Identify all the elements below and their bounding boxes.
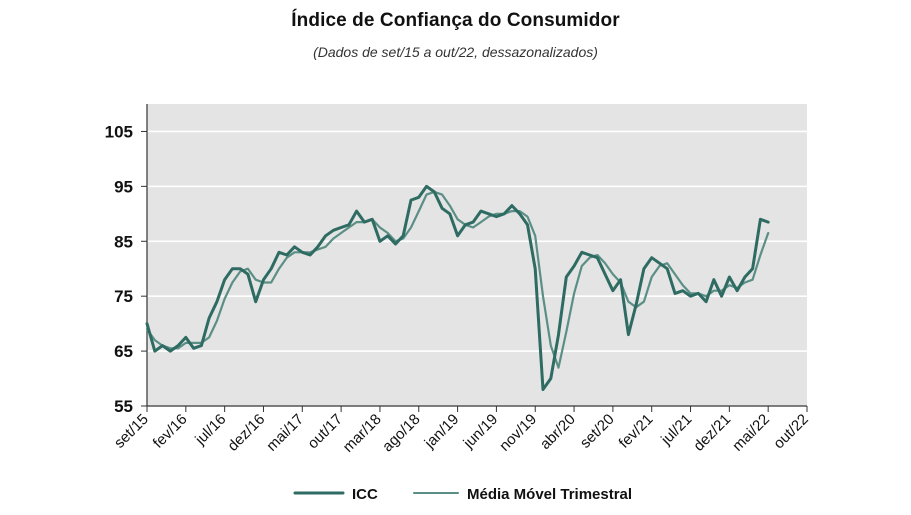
legend: ICC Média Móvel Trimestral <box>293 486 632 503</box>
y-tick-label: 65 <box>114 342 133 361</box>
chart-subtitle: (Dados de set/15 a out/22, dessazonaliza… <box>313 44 598 60</box>
x-tick-label: mar/18 <box>340 411 385 456</box>
series-line-media-movel <box>145 190 770 369</box>
y-tick-label: 85 <box>114 232 133 251</box>
y-tick-label: 95 <box>114 177 133 196</box>
x-tick-label: set/20 <box>577 411 618 452</box>
legend-label-media-movel: Média Móvel Trimestral <box>467 486 632 503</box>
legend-label-icc: ICC <box>352 486 378 503</box>
plot-area <box>147 104 807 406</box>
x-tick-label: dez/21 <box>690 411 734 455</box>
x-tick-label: jun/19 <box>460 411 502 453</box>
x-tick-label: fev/21 <box>616 411 657 452</box>
y-tick-label: 105 <box>105 122 133 141</box>
x-tick-label: abr/20 <box>537 411 579 453</box>
x-tick-label: out/17 <box>304 411 346 453</box>
series-line-icc <box>145 184 770 391</box>
y-tick-label: 75 <box>114 287 133 306</box>
chart-title: Índice de Confiança do Consumidor <box>291 10 620 31</box>
x-tick-label: out/22 <box>770 411 812 453</box>
x-tick-label: dez/16 <box>224 411 268 455</box>
x-tick-label: ago/18 <box>379 411 423 455</box>
x-tick-label: mai/17 <box>263 411 307 455</box>
x-tick-label: mai/22 <box>729 411 773 455</box>
y-tick-label: 55 <box>114 397 133 416</box>
x-tick-label: set/15 <box>111 411 152 452</box>
series-lines <box>145 184 770 391</box>
x-tick-label: jan/19 <box>421 411 463 453</box>
x-tick-label: nov/19 <box>496 411 540 455</box>
x-tick-label: fev/16 <box>150 411 191 452</box>
